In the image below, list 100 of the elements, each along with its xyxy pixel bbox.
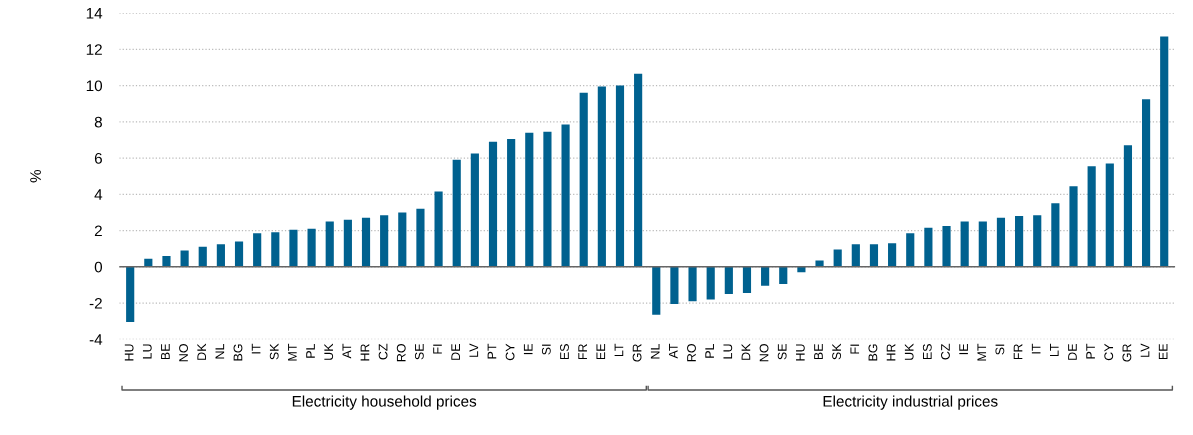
y-tick-label: 0 xyxy=(94,261,103,273)
bar xyxy=(307,228,316,267)
x-tick-label: FR xyxy=(578,344,587,360)
x-tick-label: NO xyxy=(179,344,188,362)
x-tick-label: DE xyxy=(1068,344,1077,360)
x-tick-label: EE xyxy=(596,344,606,360)
x-tick-label: DK xyxy=(741,343,751,360)
x-tick-label: LV xyxy=(1140,343,1150,357)
x-tick-label: IE xyxy=(959,344,968,355)
x-tick-label: IT xyxy=(1031,343,1041,354)
x-tick-label: FI xyxy=(850,344,860,354)
bar xyxy=(851,244,860,267)
bar xyxy=(398,212,407,267)
x-tick-label: IT xyxy=(251,343,261,354)
bar xyxy=(597,86,606,267)
bar xyxy=(434,191,443,267)
bar xyxy=(180,250,189,267)
x-tick-label: SI xyxy=(995,344,1005,355)
bar xyxy=(888,243,897,267)
bar xyxy=(833,249,842,267)
x-tick-label: SE xyxy=(777,344,787,360)
x-tick-label: NL xyxy=(650,343,660,359)
bar xyxy=(869,244,879,267)
x-tick-label: DE xyxy=(451,344,460,360)
x-tick-label: CY xyxy=(505,343,515,361)
x-tick-label: SI xyxy=(541,344,551,355)
bar xyxy=(289,229,298,267)
bar xyxy=(1033,215,1042,267)
bar xyxy=(797,266,806,273)
x-tick-label: ES xyxy=(922,344,932,360)
bar xyxy=(361,217,371,267)
bar xyxy=(525,132,534,267)
x-tick-label: UK xyxy=(904,343,914,360)
text: Electricity household prices xyxy=(292,395,477,410)
x-tick-label: BE xyxy=(814,344,823,360)
x-tick-label: LT xyxy=(614,343,624,357)
bar xyxy=(216,244,225,267)
x-tick-label: SE xyxy=(414,344,424,360)
x-tick-label: CZ xyxy=(378,343,388,360)
bar xyxy=(706,266,715,300)
x-tick-label: IE xyxy=(523,344,533,355)
x-tick-label: AT xyxy=(669,343,678,359)
bar xyxy=(924,227,933,267)
x-tick-label: HU xyxy=(796,344,805,361)
y-axis-title: % xyxy=(30,169,41,183)
bar xyxy=(615,85,625,267)
bar xyxy=(742,266,752,294)
bar xyxy=(1142,99,1151,267)
x-tick-label: BE xyxy=(161,344,170,360)
bar xyxy=(688,266,697,302)
bar xyxy=(960,221,969,267)
x-tick-label: NO xyxy=(759,344,769,362)
x-tick-label: RO xyxy=(687,344,696,362)
x-tick-label: LU xyxy=(723,344,733,359)
bar xyxy=(1105,163,1114,267)
x-tick-label: SK xyxy=(269,343,279,360)
x-tick-label: PT xyxy=(1086,343,1095,359)
x-tick-label: CY xyxy=(1104,343,1114,361)
bar xyxy=(906,233,915,267)
bar xyxy=(198,246,207,267)
bar xyxy=(416,208,425,267)
x-tick-label: FI xyxy=(433,344,442,354)
bar xyxy=(1123,145,1133,267)
x-tick-label: HR xyxy=(886,344,896,361)
x-tick-label: FR xyxy=(1013,344,1023,360)
x-tick-label: HU xyxy=(124,344,134,361)
bar xyxy=(162,255,171,267)
bar xyxy=(779,266,788,285)
bar xyxy=(978,221,987,267)
x-tick-label: NL xyxy=(215,343,225,359)
y-tick-label: 6 xyxy=(94,152,102,164)
x-tick-label: ES xyxy=(560,344,569,360)
bar xyxy=(724,266,733,294)
x-tick-label: PL xyxy=(306,343,315,358)
x-tick-label: AT xyxy=(342,343,352,359)
bar xyxy=(271,232,280,267)
bar xyxy=(126,266,135,323)
bar xyxy=(234,241,244,267)
x-tick-label: GR xyxy=(632,344,642,362)
x-tick-label: HR xyxy=(360,344,370,361)
x-tick-label: LT xyxy=(1050,343,1059,357)
bar xyxy=(1160,36,1169,267)
x-tick-label: EE xyxy=(1158,344,1168,360)
y-tick-label: 14 xyxy=(86,8,103,19)
x-tick-label: UK xyxy=(324,343,334,360)
x-tick-label: MT xyxy=(977,343,987,361)
x-tick-label: MT xyxy=(288,343,297,361)
x-tick-label: PT xyxy=(487,343,497,359)
bar xyxy=(815,260,824,267)
bar xyxy=(452,159,461,267)
bar xyxy=(996,217,1006,267)
y-tick-label: 4 xyxy=(94,189,103,200)
x-tick-label: DK xyxy=(197,343,206,360)
bar xyxy=(343,219,352,267)
bar xyxy=(1069,186,1078,267)
y-tick-label: 10 xyxy=(86,80,103,92)
bar xyxy=(634,73,643,267)
bar xyxy=(488,141,498,267)
bar xyxy=(670,266,679,304)
bar xyxy=(579,92,588,267)
